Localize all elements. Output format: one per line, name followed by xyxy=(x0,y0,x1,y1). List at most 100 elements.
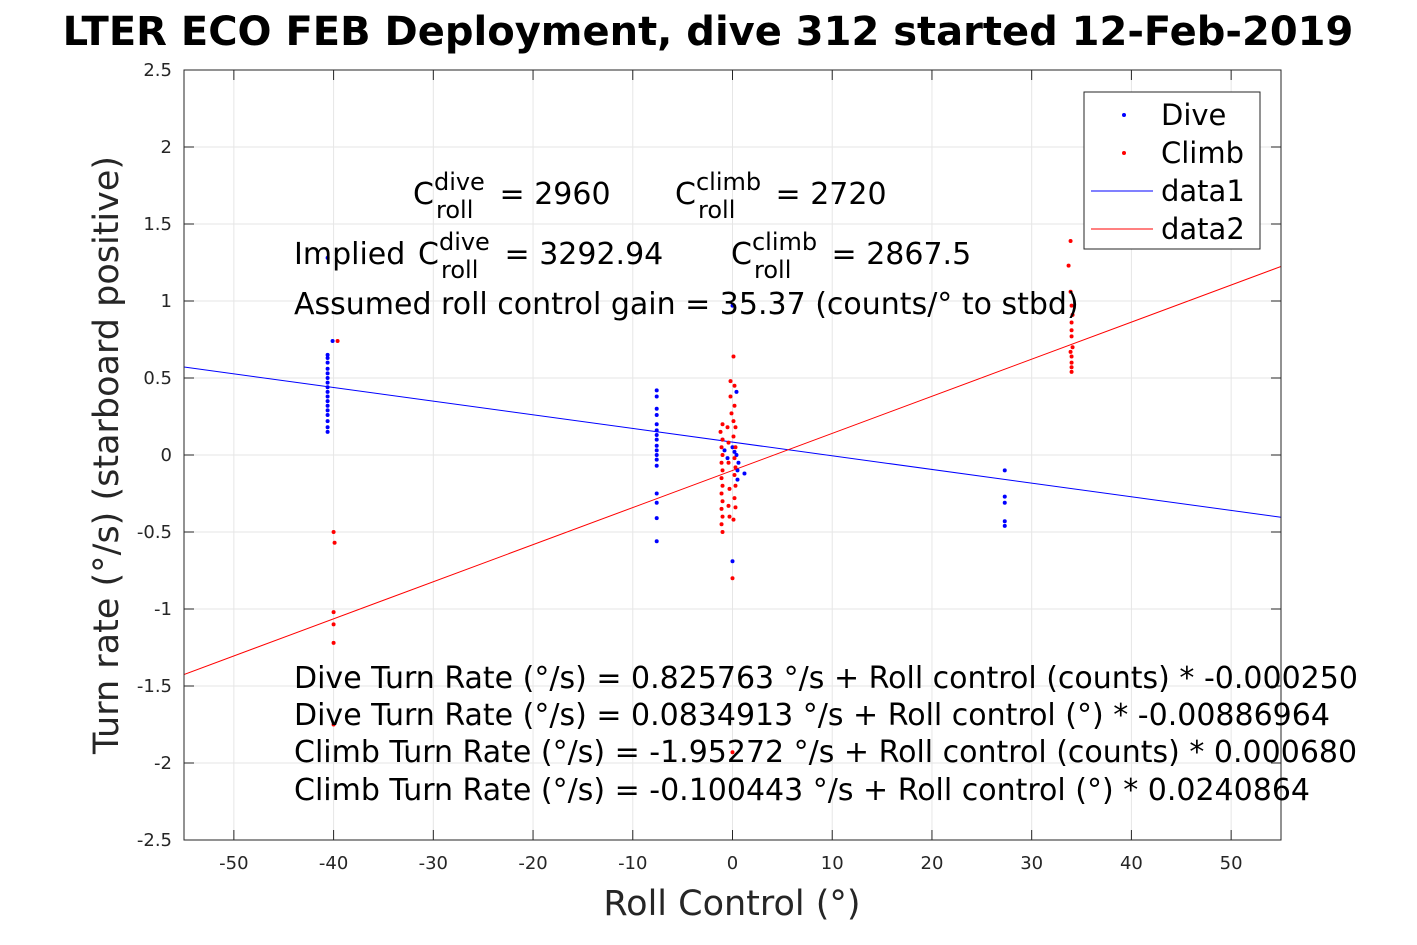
point-climb xyxy=(733,483,738,488)
point-climb xyxy=(720,422,725,427)
y-tick-label: 2.5 xyxy=(143,60,172,81)
annotation-gain: Assumed roll control gain = 35.37 (count… xyxy=(294,287,1079,322)
point-dive xyxy=(654,516,659,521)
x-tick-label: -30 xyxy=(419,853,448,874)
point-climb xyxy=(720,437,725,442)
point-dive xyxy=(730,559,735,564)
y-tick-label: -2.5 xyxy=(137,830,172,851)
point-climb xyxy=(720,468,725,473)
legend-label-data2: data2 xyxy=(1161,212,1245,246)
x-axis-label: Roll Control (°) xyxy=(603,884,860,924)
legend-label-climb: Climb xyxy=(1161,136,1244,170)
point-dive xyxy=(1002,468,1007,473)
point-climb xyxy=(733,445,738,450)
point-dive xyxy=(1002,494,1007,499)
x-tick-label: -40 xyxy=(319,853,348,874)
point-climb xyxy=(335,339,340,344)
point-dive xyxy=(325,408,330,413)
y-tick-label: 1.5 xyxy=(143,214,172,235)
point-climb xyxy=(732,456,737,461)
point-dive xyxy=(654,539,659,544)
point-climb xyxy=(331,722,336,727)
point-dive xyxy=(654,437,659,442)
point-climb xyxy=(731,419,736,424)
point-climb xyxy=(731,434,736,439)
point-dive xyxy=(325,403,330,408)
point-dive xyxy=(734,389,739,394)
point-dive xyxy=(325,355,330,360)
point-dive xyxy=(1002,519,1007,524)
fit-equation-3: Climb Turn Rate (°/s) = -1.95272 °/s + R… xyxy=(294,735,1357,770)
point-climb xyxy=(730,576,735,581)
point-dive xyxy=(654,428,659,433)
point-climb xyxy=(331,640,336,645)
legend-marker-climb xyxy=(1122,151,1126,155)
y-tick-label: 2 xyxy=(161,137,172,158)
point-dive xyxy=(325,399,330,404)
point-dive xyxy=(654,500,659,505)
point-climb xyxy=(726,440,731,445)
point-climb xyxy=(728,394,733,399)
point-climb xyxy=(732,473,737,478)
point-climb xyxy=(1069,328,1074,333)
point-climb xyxy=(719,491,724,496)
fit-equation-2: Dive Turn Rate (°/s) = 0.0834913 °/s + R… xyxy=(294,698,1330,733)
point-climb xyxy=(726,503,731,508)
y-axis-label: Turn rate (°/s) (starboard positive) xyxy=(87,156,127,755)
y-tick-label: -1.5 xyxy=(137,676,172,697)
point-dive xyxy=(325,366,330,371)
y-tick-label: -0.5 xyxy=(137,522,172,543)
y-tick-label: -2 xyxy=(154,753,172,774)
x-tick-label: 0 xyxy=(727,853,738,874)
point-climb xyxy=(726,460,731,465)
point-climb xyxy=(1069,354,1074,359)
point-dive xyxy=(325,255,330,260)
annotation-c-climb: Cclimb roll = 2720 xyxy=(675,168,887,224)
x-tick-label: 30 xyxy=(1020,853,1043,874)
point-dive xyxy=(654,388,659,393)
legend-label-data1: data1 xyxy=(1161,174,1245,208)
legend-marker-dive xyxy=(1122,113,1126,117)
point-climb xyxy=(727,514,732,519)
point-dive xyxy=(325,394,330,399)
fit-equation-1: Dive Turn Rate (°/s) = 0.825763 °/s + Ro… xyxy=(294,661,1358,696)
point-dive xyxy=(732,449,737,454)
point-climb xyxy=(719,445,724,450)
point-climb xyxy=(720,499,725,504)
point-dive xyxy=(654,432,659,437)
point-climb xyxy=(719,476,724,481)
point-dive xyxy=(734,453,739,457)
point-climb xyxy=(731,354,736,359)
point-climb xyxy=(720,453,725,457)
point-climb xyxy=(731,517,736,522)
fit-line-data2 xyxy=(184,265,1281,675)
annotation-c-dive: Cdive roll = 2960 xyxy=(413,168,611,224)
point-dive xyxy=(1002,523,1007,528)
point-climb xyxy=(719,460,724,465)
point-climb xyxy=(733,465,738,470)
point-dive xyxy=(742,471,747,476)
point-climb xyxy=(331,622,336,627)
point-climb xyxy=(720,514,725,519)
annotation-implied-climb: Cclimb roll = 2867.5 xyxy=(731,228,971,284)
point-climb xyxy=(1069,369,1074,374)
point-climb xyxy=(725,425,730,430)
point-dive xyxy=(654,394,659,399)
point-dive xyxy=(736,460,741,465)
point-climb xyxy=(728,379,733,384)
legend: Dive Climb data1 data2 xyxy=(1083,91,1261,250)
fit-line-data1 xyxy=(184,366,1281,518)
point-dive xyxy=(325,385,330,390)
point-dive xyxy=(325,371,330,376)
point-dive xyxy=(325,380,330,385)
point-climb xyxy=(1069,320,1074,325)
legend-label-dive: Dive xyxy=(1161,98,1226,132)
y-tick-label: 1 xyxy=(161,291,172,312)
point-climb xyxy=(1069,334,1074,339)
point-dive xyxy=(325,360,330,365)
point-climb xyxy=(1069,303,1074,308)
point-dive xyxy=(722,448,727,453)
fit-lines xyxy=(184,265,1281,675)
y-tick-label: 0 xyxy=(161,445,172,466)
x-tick-label: 10 xyxy=(821,853,844,874)
